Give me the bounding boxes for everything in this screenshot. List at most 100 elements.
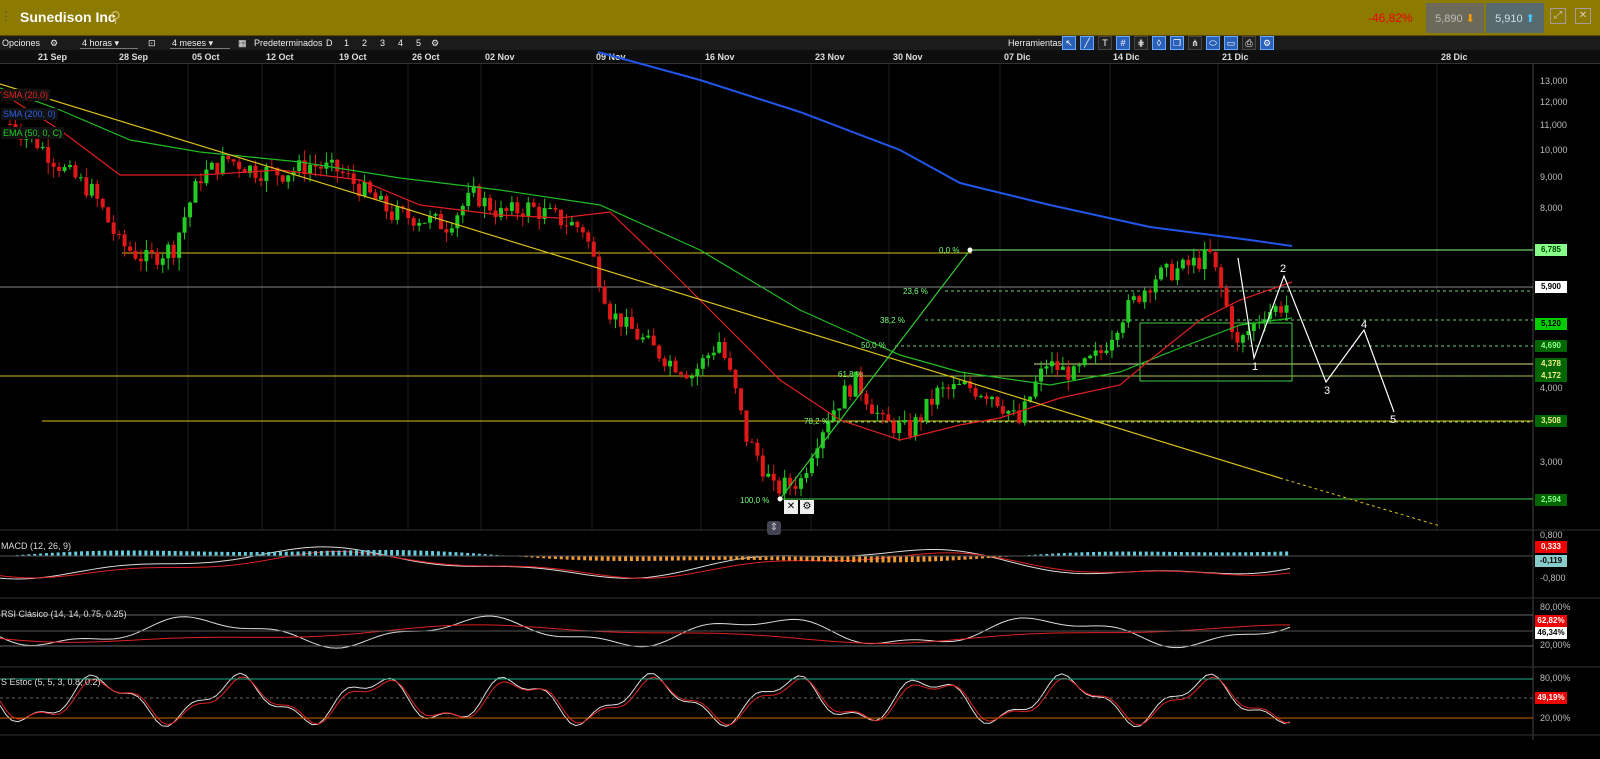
macd-histogram-bar <box>1097 551 1101 556</box>
candle-body <box>1039 368 1044 382</box>
macd-histogram-bar <box>770 556 774 561</box>
macd-histogram-bar <box>495 554 499 556</box>
ask-price-button[interactable]: 5,910 ⬆ <box>1486 3 1544 33</box>
fib-label: 0,0 % <box>939 246 960 255</box>
shape-tool-icon[interactable]: ⬭ <box>1206 36 1220 50</box>
indicator-panels <box>0 549 1533 719</box>
macd-histogram-bar <box>226 551 230 556</box>
macd-histogram-bar <box>1109 551 1113 556</box>
candle-body <box>1164 263 1169 268</box>
gear-icon[interactable]: ⚙ <box>50 38 59 48</box>
candle-body <box>515 202 520 214</box>
candle-body <box>171 244 176 258</box>
calendar-icon[interactable]: ▦ <box>238 38 247 48</box>
candle-body <box>138 258 143 262</box>
preset-1[interactable]: 1 <box>344 38 350 48</box>
preset-5[interactable]: 5 <box>416 38 422 48</box>
candle-body <box>488 197 493 211</box>
candle-body <box>1131 296 1136 301</box>
candle-body <box>1137 296 1142 303</box>
candle-body <box>744 410 749 442</box>
preset-4[interactable]: 4 <box>398 38 404 48</box>
preset-3[interactable]: 3 <box>380 38 386 48</box>
candle-body <box>700 358 705 369</box>
delete-drawing-icon[interactable]: ✕ <box>784 500 798 514</box>
candle-body <box>57 166 62 171</box>
candle-body <box>1268 311 1273 320</box>
date-label: 21 Dic <box>1222 52 1249 62</box>
candle-body <box>891 421 896 434</box>
macd-histogram-bar <box>928 556 932 562</box>
candle-body <box>8 124 12 125</box>
line-tool-icon[interactable]: ╱ <box>1080 36 1094 50</box>
candle-body <box>378 195 383 200</box>
macd-histogram-bar <box>1209 552 1213 556</box>
cursor-tool-icon[interactable]: ↖ <box>1062 36 1076 50</box>
candle-body <box>706 355 711 359</box>
date-label: 16 Nov <box>705 52 735 62</box>
macd-histogram-bar <box>1068 552 1072 556</box>
bid-price-button[interactable]: 5,890 ⬇ <box>1426 3 1484 33</box>
interval-value: 4 horas <box>82 38 113 48</box>
measure-tool-icon[interactable]: ▭ <box>1224 36 1238 50</box>
search-icon[interactable]: ⚲ <box>110 9 121 26</box>
range-select[interactable]: 4 meses ▾ <box>170 37 230 49</box>
maximize-icon[interactable]: ⤢ <box>1550 8 1566 24</box>
preset-settings-icon[interactable]: ⚙ <box>431 38 440 48</box>
panel-resize-icon[interactable]: ⇕ <box>767 521 781 535</box>
text-tool-icon[interactable]: T <box>1098 36 1112 50</box>
marker-tool-icon[interactable]: ◊ <box>1152 36 1166 50</box>
macd-histogram-bar <box>1179 551 1183 556</box>
macd-histogram-bar <box>694 556 698 561</box>
macd-histogram-bar <box>834 556 838 562</box>
candle-body <box>859 371 864 394</box>
chart-settings-icon[interactable]: ⚙ <box>1260 36 1274 50</box>
macd-histogram-bar <box>706 556 709 561</box>
ema50-label[interactable]: EMA (50, 0, C) <box>1 127 65 139</box>
candlesticks <box>8 118 1289 504</box>
stoch-label[interactable]: S Estoc (5, 5, 3, 0.8, 0.2) <box>1 677 101 687</box>
rsi-label[interactable]: RSI Clásico (14, 14, 0.75, 0.25) <box>1 609 127 619</box>
options-menu[interactable]: Opciones <box>2 38 41 48</box>
price-tag-level: 3,508 <box>1535 415 1567 427</box>
sma20-label[interactable]: SMA (20,0) <box>1 89 51 101</box>
macd-histogram-bar <box>1168 551 1172 556</box>
macd-histogram-bar <box>179 551 183 556</box>
candle-body <box>1006 410 1011 414</box>
macd-histogram-bar <box>787 556 791 561</box>
interval-select[interactable]: 4 horas ▾ <box>80 37 138 49</box>
date-label: 09 Nov <box>596 52 626 62</box>
candle-body <box>308 164 313 174</box>
macd-histogram-bar <box>378 549 382 556</box>
candle-body <box>1240 335 1245 343</box>
sma200-label[interactable]: SMA (200, 0) <box>1 108 58 120</box>
candle-body <box>624 316 629 327</box>
close-icon[interactable]: ✕ <box>1575 8 1591 24</box>
candle-body <box>1077 365 1082 367</box>
up-arrow-icon: ⬆ <box>1522 13 1535 25</box>
candle-body <box>848 385 853 397</box>
preset-d[interactable]: D <box>326 38 333 48</box>
print-icon[interactable]: ⎙ <box>1242 36 1256 50</box>
fibonacci-tool-icon[interactable]: ⋕ <box>1134 36 1148 50</box>
stoch-axis-label: 20,00% <box>1540 713 1571 723</box>
macd-label[interactable]: MACD (12, 26, 9) <box>1 541 72 551</box>
drawing-settings-icon[interactable]: ⚙ <box>800 500 814 514</box>
fan-tool-icon[interactable]: ⋔ <box>1188 36 1202 50</box>
macd-histogram-bar <box>957 556 961 561</box>
layers-tool-icon[interactable]: ❐ <box>1170 36 1184 50</box>
macd-histogram-bar <box>302 551 306 556</box>
macd-histogram-bar <box>431 551 435 556</box>
macd-histogram-bar <box>483 554 487 556</box>
candle-body <box>973 388 978 397</box>
candle-body <box>1060 366 1065 370</box>
candle-body <box>651 335 656 346</box>
grid-tool-icon[interactable]: # <box>1116 36 1130 50</box>
preset-2[interactable]: 2 <box>362 38 368 48</box>
candle-body <box>537 206 542 219</box>
candle-body <box>1186 259 1191 266</box>
macd-histogram-bar <box>1156 551 1160 556</box>
lock-icon[interactable]: ⊡ <box>148 38 156 48</box>
macd-histogram-bar <box>360 550 364 556</box>
